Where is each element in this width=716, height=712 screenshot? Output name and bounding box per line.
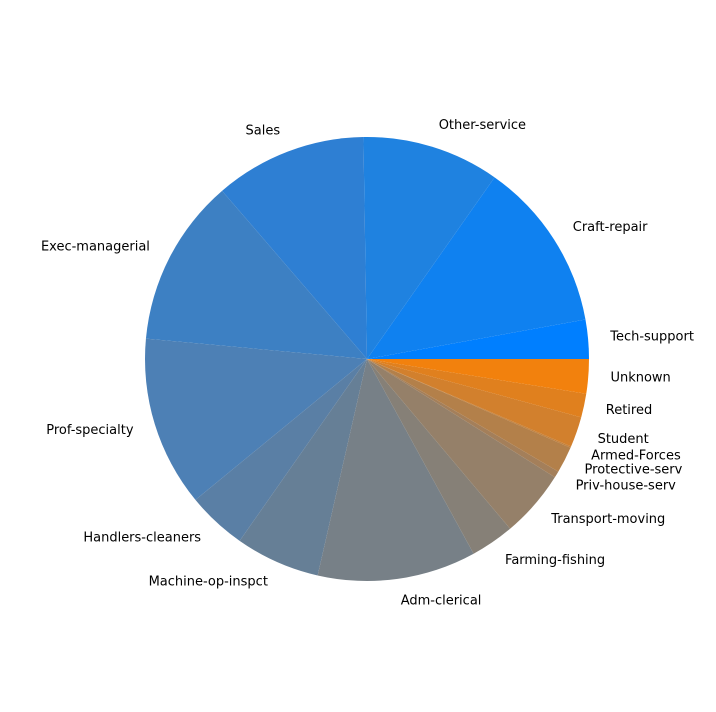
pie-label-craft-repair: Craft-repair [573,220,648,235]
pie-slice-handlers-cleaners [195,359,367,541]
pie-slice-transport-moving [367,359,555,529]
pie-label-tech-support: Tech-support [609,330,694,345]
pie-label-retired: Retired [606,403,652,418]
pie-label-priv-house-serv: Priv-house-serv [576,479,677,494]
pie-label-other-service: Other-service [439,118,526,133]
pie-slice-priv-house-serv [367,359,559,478]
pie-label-student: Student [598,432,649,447]
pie-label-protective-serv: Protective-serv [585,462,683,477]
pie-label-armed-forces: Armed-Forces [591,448,681,463]
pie-labels: Tech-support Craft-repair Other-service Sal… [41,118,694,608]
pie-slice-exec-managerial [145,190,367,359]
pie-slice-sales [222,137,367,359]
pie-slice-adm-clerical [317,359,474,581]
pie-slice-protective-serv [367,359,571,472]
pie-label-exec-managerial: Exec-managerial [41,240,150,255]
pie-slice-unknown [367,359,589,394]
pie-slice-prof-specialty [145,338,367,500]
pie-label-prof-specialty: Prof-specialty [46,423,134,438]
pie-slice-student [367,359,582,447]
pie-slice-retired [367,359,587,418]
pie-slices [145,137,589,581]
pie-slice-craft-repair [367,177,586,359]
pie-slice-tech-support [367,319,589,359]
pie-label-sales: Sales [245,123,280,138]
pie-slice-other-service [363,137,495,359]
pie-label-handlers-cleaners: Handlers-cleaners [83,531,201,546]
pie-slice-farming-fishing [367,359,511,554]
pie-slice-machine-op-inspct [239,359,367,576]
pie-label-unknown: Unknown [610,371,670,386]
pie-label-farming-fishing: Farming-fishing [505,553,605,568]
pie-label-machine-op-inspct: Machine-op-inspct [149,575,268,590]
pie-label-adm-clerical: Adm-clerical [401,593,482,608]
pie-label-transport-moving: Transport-moving [550,512,665,527]
pie-slice-armed-forces [367,359,572,448]
